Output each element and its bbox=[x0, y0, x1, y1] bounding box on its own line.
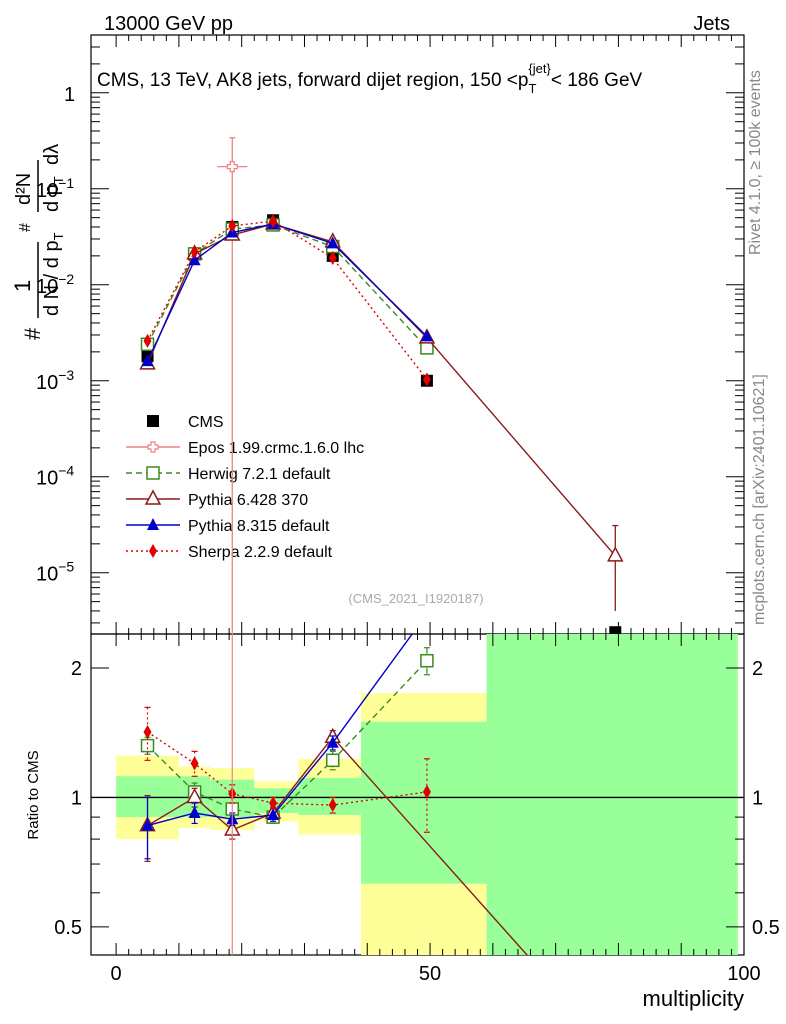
ratio-point-pythia8 bbox=[326, 735, 339, 748]
ratio-line-pythia8 bbox=[147, 634, 414, 827]
legend-item-epos: Epos 1.99.crmc.1.6.0 lhc bbox=[126, 440, 364, 457]
chart-title: CMS, 13 TeV, AK8 jets, forward dijet reg… bbox=[97, 61, 643, 96]
data-point-pythia6 bbox=[607, 546, 624, 562]
mcplots-label: mcplots.cern.ch [arXiv:2401.10621] bbox=[751, 374, 768, 625]
legend-item-pythia8: Pythia 8.315 default bbox=[126, 518, 330, 535]
rivet-label: Rivet 4.1.0, ≥ 100k events bbox=[747, 70, 764, 255]
legend-item-herwig: Herwig 7.2.1 default bbox=[126, 466, 331, 483]
data-point-sherpa bbox=[269, 214, 278, 229]
ratio-y-tick-label-right: 1 bbox=[752, 787, 763, 809]
ratio-y-tick-label-right: 2 bbox=[752, 658, 763, 680]
ratio-line-pythia6 bbox=[147, 736, 528, 955]
x-tick-label: 0 bbox=[111, 963, 122, 985]
svg-text:d pT: d pT bbox=[41, 176, 66, 212]
main-y-label: # 1 d N / d pT # d²N d pT dλ bbox=[10, 144, 66, 340]
legend-label: Herwig 7.2.1 default bbox=[188, 466, 331, 483]
ratio-y-tick-label: 2 bbox=[71, 658, 82, 680]
svg-text:dλ: dλ bbox=[41, 144, 63, 165]
header-left: 13000 GeV pp bbox=[104, 13, 233, 35]
legend-label: Sherpa 2.2.9 default bbox=[188, 544, 333, 561]
ratio-stat-band-1 bbox=[147, 776, 179, 818]
data-point-pythia8 bbox=[188, 253, 201, 266]
x-axis-label: multiplicity bbox=[643, 986, 744, 1011]
ratio-uncertainty-bands bbox=[116, 634, 738, 955]
svg-text:d N / d pT: d N / d pT bbox=[41, 232, 66, 316]
ratio-series bbox=[139, 634, 528, 955]
analysis-id: (CMS_2021_I1920187) bbox=[348, 591, 483, 606]
legend-item-sherpa: Sherpa 2.2.9 default bbox=[126, 544, 333, 561]
data-point-sherpa bbox=[228, 218, 237, 233]
main-y-tick-label: 1 bbox=[64, 84, 75, 106]
ratio-point-herwig bbox=[140, 738, 155, 753]
main-series-pythia8 bbox=[141, 216, 433, 367]
svg-text:1: 1 bbox=[10, 280, 35, 292]
legend-label: CMS bbox=[188, 414, 224, 431]
ratio-point-herwig bbox=[325, 753, 340, 768]
data-point-pythia8 bbox=[326, 236, 339, 249]
ratio-point-sherpa bbox=[328, 798, 337, 813]
data-point-pythia8 bbox=[141, 354, 154, 367]
ratio-point-sherpa bbox=[422, 784, 431, 799]
data-point-epos bbox=[226, 161, 238, 173]
svg-text:#: # bbox=[17, 223, 34, 232]
data-point-sherpa bbox=[422, 372, 431, 387]
main-y-tick-label: 10−3 bbox=[36, 367, 74, 394]
main-y-tick-label: 10−2 bbox=[36, 271, 74, 298]
svg-text:d²N: d²N bbox=[13, 173, 35, 205]
series-line-sherpa bbox=[146, 220, 428, 380]
ratio-series-sherpa bbox=[143, 706, 431, 833]
main-y-tick-label: 10−1 bbox=[36, 175, 74, 202]
legend-item-cms: CMS bbox=[147, 414, 224, 431]
ratio-point-herwig bbox=[420, 653, 434, 668]
series-line-herwig bbox=[146, 224, 428, 349]
ratio-y-tick-label: 0.5 bbox=[54, 917, 82, 939]
legend-marker bbox=[147, 415, 159, 427]
ratio-line-herwig bbox=[147, 660, 428, 818]
ratio-point-pythia8 bbox=[188, 806, 201, 819]
x-tick-label: 50 bbox=[419, 963, 441, 985]
legend-marker bbox=[146, 466, 160, 480]
ratio-stat-band-5 bbox=[298, 777, 361, 816]
data-point-pythia8 bbox=[420, 329, 433, 342]
ratio-y-tick-label: 1 bbox=[71, 787, 82, 809]
legend: CMS Epos 1.99.crmc.1.6.0 lhc Herwig 7.2.1 … bbox=[126, 414, 364, 561]
main-series bbox=[139, 137, 624, 634]
legend-marker bbox=[147, 441, 159, 453]
main-series-herwig bbox=[140, 218, 434, 355]
x-ticks: 0 50 100 bbox=[111, 35, 761, 985]
ratio-point-sherpa bbox=[269, 796, 278, 811]
main-series-sherpa bbox=[143, 214, 431, 387]
ratio-point-sherpa bbox=[143, 724, 152, 739]
legend-marker bbox=[147, 518, 159, 530]
x-tick-label: 100 bbox=[727, 963, 760, 985]
legend-item-pythia6: Pythia 6.428 370 bbox=[126, 489, 308, 509]
legend-marker bbox=[149, 544, 157, 558]
legend-label: Pythia 6.428 370 bbox=[188, 492, 308, 509]
ratio-y-label: Ratio to CMS bbox=[25, 750, 42, 839]
svg-text:#: # bbox=[20, 327, 45, 340]
legend-label: Pythia 8.315 default bbox=[188, 518, 330, 535]
series-line-pythia8 bbox=[146, 223, 428, 362]
data-point-cms bbox=[609, 626, 622, 634]
ratio-stat-band-0 bbox=[116, 776, 148, 818]
ratio-point-sherpa bbox=[190, 756, 199, 771]
ratio-y-tick-label-right: 0.5 bbox=[752, 917, 780, 939]
ratio-line-sherpa bbox=[147, 731, 428, 806]
data-point-sherpa bbox=[190, 244, 199, 259]
header-right: Jets bbox=[693, 13, 730, 35]
legend-marker bbox=[144, 489, 162, 505]
data-point-sherpa bbox=[328, 251, 337, 266]
ratio-stat-band-6 bbox=[360, 721, 487, 884]
ratio-stat-band-7 bbox=[486, 634, 738, 955]
ratio-point-pythia6 bbox=[186, 787, 203, 804]
data-point-sherpa bbox=[143, 333, 152, 348]
main-y-tick-label: 10−4 bbox=[36, 463, 74, 490]
ratio-point-pythia8 bbox=[267, 808, 280, 821]
legend-label: Epos 1.99.crmc.1.6.0 lhc bbox=[188, 440, 364, 457]
ratio-point-pythia8 bbox=[141, 818, 154, 831]
main-y-ticks: 10−5 10−4 10−3 10−2 10−1 1 bbox=[36, 34, 744, 624]
main-y-tick-label: 10−5 bbox=[36, 559, 74, 586]
